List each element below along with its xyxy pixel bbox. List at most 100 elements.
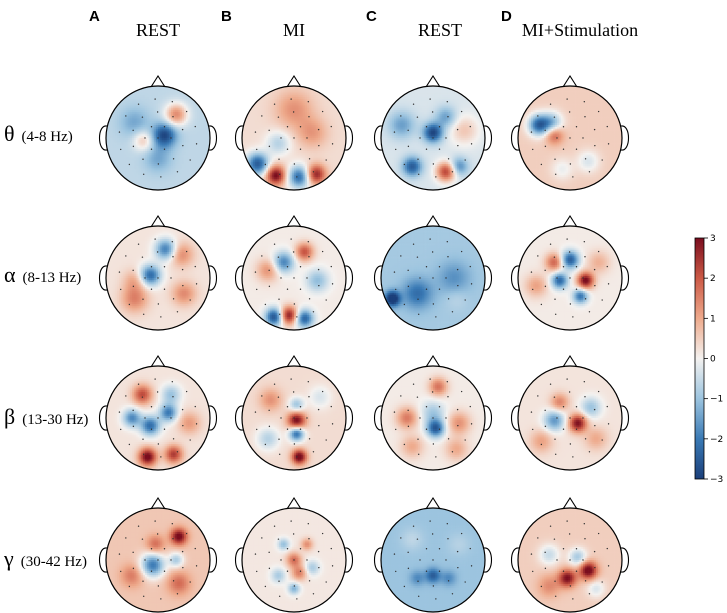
right-ear <box>620 265 630 291</box>
potential-field <box>518 86 622 190</box>
electrode-dots <box>393 98 473 178</box>
potential-field <box>518 226 622 330</box>
colorbar-tick-label: −3 <box>710 475 723 485</box>
head-outline <box>380 85 486 191</box>
head-outline <box>517 225 623 331</box>
panel-letter-a: A <box>89 8 100 25</box>
colorbar: 3 2 1 0 −1 −2 −3 <box>694 234 723 485</box>
right-ear <box>483 265 493 291</box>
left-ear <box>510 405 520 431</box>
topomap-r1-c1 <box>234 214 354 331</box>
band-symbol-gamma: γ <box>3 546 14 571</box>
nose <box>150 214 166 228</box>
nose <box>425 354 441 368</box>
band-label-beta: β (13-30 Hz) <box>4 404 88 429</box>
topomap-r2-c3 <box>510 354 630 471</box>
colorbar-tick-label: 0 <box>710 355 716 365</box>
electrode-dots <box>118 378 198 458</box>
nose <box>150 74 166 88</box>
column-title-mi-b: MI <box>283 20 305 40</box>
column-title-rest-a: REST <box>136 20 180 40</box>
right-ear <box>620 125 630 151</box>
left-ear <box>234 265 244 291</box>
head-outline <box>517 85 623 191</box>
right-ear <box>208 125 218 151</box>
left-ear <box>98 265 108 291</box>
electrode-dots <box>118 98 198 178</box>
left-ear <box>510 265 520 291</box>
nose <box>150 496 166 510</box>
band-range-beta: (13-30 Hz) <box>22 412 88 428</box>
left-ear <box>234 405 244 431</box>
right-ear <box>344 405 354 431</box>
nose <box>286 74 302 88</box>
nose <box>286 496 302 510</box>
band-label-theta: θ (4-8 Hz) <box>4 121 73 146</box>
topomap-r3-c0 <box>98 496 218 613</box>
head-outline <box>241 365 347 471</box>
head-outline <box>105 85 211 191</box>
electrode-dots <box>393 238 473 318</box>
left-ear <box>234 547 244 573</box>
right-ear <box>483 547 493 573</box>
head-outline <box>380 507 486 613</box>
band-symbol-theta: θ <box>4 121 15 146</box>
panel-letter-d: D <box>501 8 512 25</box>
nose <box>150 354 166 368</box>
left-ear <box>373 547 383 573</box>
head-outline <box>105 225 211 331</box>
electrode-dots <box>118 520 198 600</box>
nose <box>425 74 441 88</box>
right-ear <box>620 405 630 431</box>
topomap-r3-c1 <box>234 496 354 613</box>
band-range-alpha: (8-13 Hz) <box>23 270 82 286</box>
right-ear <box>483 405 493 431</box>
band-label-gamma: γ (30-42 Hz) <box>3 546 87 571</box>
nose <box>562 74 578 88</box>
colorbar-gradient <box>694 237 705 480</box>
potential-field <box>381 508 485 612</box>
topomap-r0-c2 <box>373 74 493 191</box>
band-range-gamma: (30-42 Hz) <box>21 554 87 570</box>
left-ear <box>373 125 383 151</box>
left-ear <box>234 125 244 151</box>
topomap-r2-c2 <box>373 354 493 471</box>
nose <box>286 214 302 228</box>
band-symbol-beta: β <box>4 404 15 429</box>
column-title-mi-stimulation-d: MI+Stimulation <box>522 20 638 40</box>
electrode-dots <box>393 378 473 458</box>
left-ear <box>510 547 520 573</box>
head-outline <box>241 507 347 613</box>
potential-field <box>242 508 346 612</box>
potential-field <box>106 86 210 190</box>
panel-letter-b: B <box>221 8 232 25</box>
left-ear <box>98 125 108 151</box>
head-outline <box>105 507 211 613</box>
potential-field <box>381 86 485 190</box>
colorbar-ticks: 3 2 1 0 −1 −2 −3 <box>704 234 723 485</box>
head-outline <box>517 507 623 613</box>
topomap-grid <box>98 74 630 613</box>
topomap-r3-c2 <box>373 496 493 613</box>
potential-field <box>106 366 210 470</box>
topomap-r0-c1 <box>234 74 354 191</box>
colorbar-tick-label: 2 <box>710 274 716 284</box>
left-ear <box>373 265 383 291</box>
topomap-r2-c1 <box>234 354 354 471</box>
electrode-dots <box>530 238 610 318</box>
left-ear <box>510 125 520 151</box>
nose <box>286 354 302 368</box>
electrode-dots <box>254 98 334 178</box>
right-ear <box>620 547 630 573</box>
topomap-r2-c0 <box>98 354 218 471</box>
right-ear <box>208 265 218 291</box>
topomap-r1-c0 <box>98 214 218 331</box>
head-outline <box>105 365 211 471</box>
head-outline <box>241 85 347 191</box>
electrode-dots <box>254 378 334 458</box>
topomap-r0-c3 <box>510 74 630 191</box>
head-outline <box>241 225 347 331</box>
left-ear <box>98 405 108 431</box>
electrode-dots <box>393 520 473 600</box>
colorbar-tick-label: −1 <box>710 395 723 405</box>
